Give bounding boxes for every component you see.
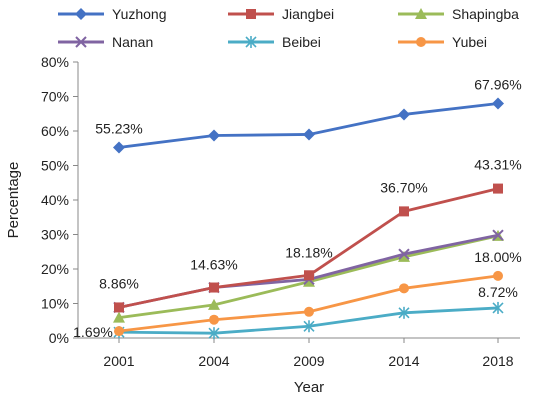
x-tick-label: 2018 bbox=[482, 353, 513, 369]
legend: Yuzhong Jiangbei Shapingba Nanan Beibei Yubei bbox=[58, 6, 519, 50]
x-tick-label: 2014 bbox=[388, 353, 419, 369]
point-beibei-2014 bbox=[398, 306, 410, 319]
legend-label-beibei: Beibei bbox=[282, 34, 321, 50]
legend-marker-jiangbei bbox=[246, 9, 256, 19]
data-label-yuzhong-2018: 67.96% bbox=[474, 77, 521, 93]
plot-area bbox=[113, 97, 504, 340]
data-label-yuzhong-2001: 55.23% bbox=[95, 120, 142, 136]
series-yuzhong bbox=[113, 97, 504, 154]
x-axis-ticks: 2001 2004 2009 2014 2018 bbox=[103, 338, 514, 369]
legend-item-nanan: Nanan bbox=[58, 34, 153, 50]
point-beibei-2018 bbox=[492, 301, 504, 314]
point-jiangbei-2004 bbox=[209, 282, 219, 293]
point-shapingba-2004 bbox=[208, 298, 220, 310]
legend-label-yubei: Yubei bbox=[452, 34, 487, 50]
series-line-yuzhong bbox=[118, 102, 499, 149]
point-yuzhong-2018 bbox=[492, 97, 504, 110]
point-jiangbei-2018 bbox=[493, 183, 503, 194]
legend-label-jiangbei: Jiangbei bbox=[282, 6, 334, 22]
data-label-jiangbei-2009: 18.18% bbox=[285, 244, 332, 260]
legend-marker-yuzhong bbox=[75, 8, 87, 20]
legend-label-shapingba: Shapingba bbox=[452, 6, 519, 22]
point-jiangbei-2009 bbox=[304, 270, 314, 281]
legend-item-shapingba: Shapingba bbox=[398, 6, 519, 22]
y-tick-label: 70% bbox=[41, 89, 69, 105]
legend-marker-beibei bbox=[245, 36, 257, 48]
y-tick-label: 40% bbox=[41, 192, 69, 208]
point-jiangbei-2014 bbox=[399, 206, 409, 217]
legend-marker-nanan bbox=[75, 36, 87, 48]
point-jiangbei-2001 bbox=[114, 302, 124, 313]
point-shapingba-2009 bbox=[303, 275, 315, 287]
point-yubei-2018 bbox=[493, 270, 503, 281]
data-label-jiangbei-2001: 8.86% bbox=[99, 275, 139, 291]
point-yubei-2014 bbox=[399, 283, 409, 294]
data-label-jiangbei-2004: 14.63% bbox=[190, 257, 237, 273]
data-label-beibei-2018: 8.72% bbox=[478, 284, 518, 300]
series-jiangbei bbox=[114, 183, 503, 313]
legend-item-beibei: Beibei bbox=[228, 34, 321, 50]
y-tick-label: 20% bbox=[41, 261, 69, 277]
legend-item-jiangbei: Jiangbei bbox=[228, 6, 334, 22]
series-yubei bbox=[114, 270, 503, 337]
point-shapingba-2001 bbox=[113, 311, 125, 323]
legend-marker-shapingba bbox=[415, 8, 427, 19]
point-yuzhong-2004 bbox=[208, 129, 220, 142]
y-axis-title: Percentage bbox=[5, 162, 22, 239]
point-beibei-2009 bbox=[303, 320, 315, 333]
point-yuzhong-2014 bbox=[398, 108, 410, 121]
legend-label-yuzhong: Yuzhong bbox=[112, 6, 167, 22]
point-yubei-2004 bbox=[209, 314, 219, 325]
data-label-beibei-2001: 1.69% bbox=[73, 324, 113, 340]
y-tick-label: 50% bbox=[41, 158, 69, 174]
y-tick-label: 80% bbox=[41, 54, 69, 70]
axes: 0%10%20%30%40%50%60%70%80% 2001 2004 2009 2… bbox=[5, 54, 520, 396]
point-nanan-2014 bbox=[398, 248, 410, 260]
point-shapingba-2014 bbox=[398, 250, 410, 262]
legend-label-nanan: Nanan bbox=[112, 34, 153, 50]
y-tick-label: 60% bbox=[41, 123, 69, 139]
data-label-yubei-2018: 18.00% bbox=[474, 249, 521, 265]
point-yubei-2001 bbox=[114, 326, 124, 337]
x-tick-label: 2001 bbox=[103, 353, 134, 369]
y-axis-ticks: 0% 10% 20% 30% 40% 50% 60% 70% 80% bbox=[41, 54, 78, 346]
y-tick-label: 30% bbox=[41, 227, 69, 243]
y-tick-label: 10% bbox=[41, 296, 69, 312]
y-tick-label: 0% bbox=[49, 330, 69, 346]
data-labels: 55.23% 67.96% 8.86% 14.63% 18.18% 36.70% 43.31… bbox=[73, 77, 522, 341]
legend-item-yubei: Yubei bbox=[398, 34, 487, 50]
point-nanan-2018 bbox=[492, 229, 504, 241]
legend-item-yuzhong: Yuzhong bbox=[58, 6, 167, 22]
x-axis-title: Year bbox=[294, 379, 324, 396]
legend-marker-yubei bbox=[416, 37, 426, 47]
point-beibei-2004 bbox=[208, 327, 220, 340]
point-yuzhong-2001 bbox=[113, 141, 125, 154]
point-yubei-2009 bbox=[304, 306, 314, 317]
x-tick-label: 2004 bbox=[198, 353, 229, 369]
data-label-jiangbei-2014: 36.70% bbox=[380, 179, 427, 195]
data-label-jiangbei-2018: 43.31% bbox=[474, 157, 521, 173]
point-yuzhong-2009 bbox=[303, 128, 315, 141]
x-tick-label: 2009 bbox=[293, 353, 324, 369]
